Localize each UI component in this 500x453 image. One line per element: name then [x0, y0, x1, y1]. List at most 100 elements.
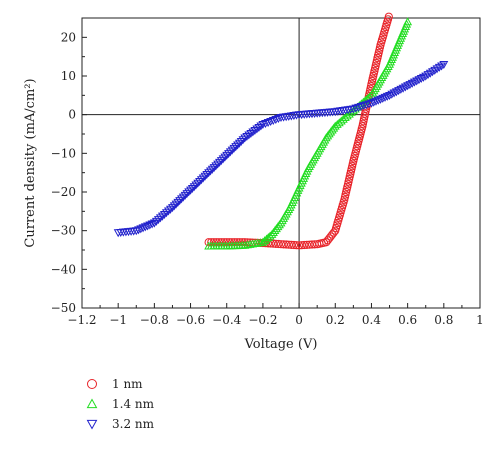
- data-point: [292, 241, 301, 250]
- data-point: [244, 131, 254, 140]
- data-point: [225, 238, 234, 247]
- data-point: [246, 129, 256, 138]
- data-point: [212, 238, 221, 247]
- y-tick-label: −40: [51, 262, 76, 276]
- y-tick-label: −10: [51, 146, 76, 160]
- data-point: [305, 240, 314, 249]
- data-point: [168, 204, 177, 213]
- data-point: [202, 171, 212, 180]
- data-point: [222, 238, 231, 247]
- data-point: [414, 76, 424, 85]
- legend-label: 1 nm: [112, 377, 143, 391]
- data-point: [217, 238, 226, 247]
- legend-label: 1.4 nm: [112, 397, 155, 411]
- x-axis-ticks: −1.2 −1 −0.8 −0.6 −0.4 −0.2 0 0.2 0.4 0.6 0.8 1: [67, 303, 484, 327]
- data-point: [187, 184, 197, 193]
- data-point: [380, 93, 390, 102]
- data-point: [282, 240, 291, 249]
- data-point: [250, 126, 260, 135]
- data-point: [165, 205, 175, 214]
- data-point: [242, 132, 252, 141]
- data-point: [376, 95, 385, 104]
- data-point: [184, 188, 194, 197]
- data-point: [205, 167, 215, 176]
- data-point: [252, 125, 262, 134]
- data-point: [279, 240, 288, 249]
- data-point: [155, 214, 165, 223]
- data-point: [216, 157, 226, 166]
- data-point: [236, 137, 246, 146]
- data-point: [225, 148, 235, 157]
- data-point: [182, 190, 192, 199]
- data-point: [186, 186, 195, 195]
- data-point: [157, 212, 167, 221]
- data-point: [178, 193, 188, 202]
- data-point: [134, 226, 143, 235]
- data-point: [284, 240, 293, 249]
- data-point: [227, 146, 237, 155]
- series-1: [204, 17, 413, 250]
- y-tick-label: 0: [68, 108, 76, 122]
- x-tick-label: −0.4: [212, 313, 242, 327]
- data-point: [369, 98, 379, 107]
- data-point: [222, 151, 232, 160]
- data-point: [189, 183, 199, 192]
- data-point: [419, 73, 428, 82]
- x-tick-label: 0: [295, 313, 303, 327]
- data-point: [385, 91, 394, 100]
- data-point: [159, 210, 169, 219]
- data-point: [240, 134, 250, 143]
- data-point: [287, 240, 296, 249]
- data-point: [254, 123, 264, 132]
- data-point: [191, 181, 201, 190]
- legend-marker: [87, 379, 97, 389]
- data-point: [416, 75, 426, 84]
- data-point: [143, 222, 153, 231]
- data-point: [378, 94, 388, 103]
- data-point: [209, 164, 219, 173]
- data-point: [200, 172, 210, 181]
- data-point: [213, 160, 223, 169]
- data-point: [271, 239, 280, 248]
- series-2: [113, 61, 449, 238]
- data-point: [382, 92, 392, 101]
- data-point: [224, 150, 233, 159]
- data-point: [145, 221, 155, 230]
- data-point: [138, 224, 148, 233]
- data-point: [403, 17, 413, 26]
- data-point: [289, 240, 299, 250]
- data-point: [329, 228, 338, 237]
- data-point: [389, 89, 399, 98]
- data-point: [218, 155, 228, 164]
- data-point: [234, 139, 244, 148]
- data-point: [371, 97, 381, 106]
- data-point: [274, 239, 283, 249]
- data-point: [256, 122, 266, 131]
- legend-marker: [86, 419, 98, 430]
- data-point: [384, 12, 393, 21]
- data-point: [269, 239, 278, 248]
- data-point: [140, 223, 150, 232]
- legend: 1 nm 1.4 nm 3.2 nm: [86, 377, 155, 431]
- data-point: [396, 85, 406, 94]
- data-point: [195, 177, 205, 186]
- data-point: [248, 128, 258, 137]
- x-tick-label: 0.8: [434, 313, 453, 327]
- data-point: [394, 87, 404, 96]
- data-point: [153, 216, 163, 225]
- data-point: [294, 241, 304, 250]
- plot-area: [81, 17, 481, 309]
- y-tick-label: 20: [61, 30, 76, 44]
- data-point: [276, 240, 286, 249]
- data-point: [196, 176, 206, 185]
- data-point: [151, 217, 161, 226]
- data-point: [215, 158, 224, 167]
- legend-label: 3.2 nm: [112, 417, 155, 431]
- data-point: [233, 141, 243, 150]
- data-point: [149, 219, 159, 228]
- x-tick-label: −0.8: [140, 313, 169, 327]
- data-point: [412, 77, 422, 86]
- data-point: [229, 144, 239, 153]
- data-point: [373, 96, 383, 105]
